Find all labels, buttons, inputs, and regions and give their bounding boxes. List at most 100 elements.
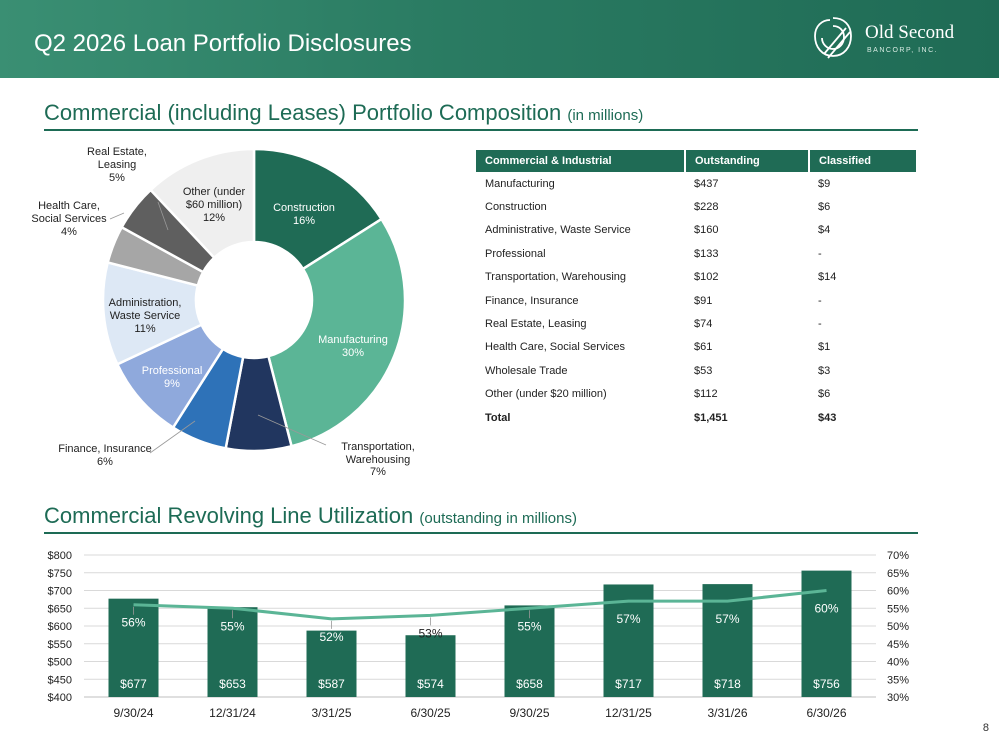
table-row: Manufacturing $437 $9	[476, 172, 916, 195]
bar-value-label: $658	[516, 677, 543, 691]
table-cell: $1	[818, 341, 831, 354]
donut-slice-1	[266, 217, 407, 448]
x-tick-label: 3/31/26	[707, 706, 747, 720]
table-cell: Other (under $20 million)	[485, 388, 607, 401]
line-value-label: 57%	[715, 612, 739, 626]
table-cell: $9	[818, 177, 831, 190]
table-cell: -	[818, 318, 822, 331]
line-value-label: 52%	[319, 630, 343, 644]
table-cell: Construction	[485, 201, 547, 214]
table-row: Wholesale Trade $53 $3	[476, 359, 916, 382]
table-cell: $133	[694, 247, 719, 260]
line-value-label: 55%	[517, 619, 541, 633]
table-cell: Finance, Insurance	[485, 294, 579, 307]
line-value-label: 57%	[616, 612, 640, 626]
column-header: Outstanding	[685, 150, 810, 172]
y2-tick-label: 60%	[887, 586, 909, 598]
table-cell: Total	[485, 411, 511, 424]
table-cell: $6	[818, 201, 831, 214]
leader-line-2	[109, 212, 125, 220]
table-row: Health Care, Social Services $61 $1	[476, 336, 916, 359]
leader-line-0	[257, 414, 327, 446]
bar-value-label: $677	[120, 677, 147, 691]
table-cell: Health Care, Social Services	[485, 341, 626, 354]
section-subtitle: (in millions)	[567, 107, 644, 124]
leader-line-3	[157, 201, 169, 231]
table-row: Other (under $20 million) $112 $6	[476, 383, 916, 406]
table-cell: Manufacturing	[485, 177, 555, 190]
utilization-line	[133, 589, 827, 621]
pie-label-value: 11%	[134, 323, 156, 335]
section-title-composition: Commercial (including Leases) Portfolio …	[44, 100, 643, 126]
page-number: 8	[982, 722, 989, 734]
bar	[702, 584, 753, 697]
pie-label-manufacturing: Manufacturing 30%	[318, 334, 388, 360]
pie-label-name: Professional	[141, 365, 203, 377]
table-cell: Transportation, Warehousing	[485, 271, 627, 284]
company-logo: Old Second BANCORP, INC.	[810, 14, 985, 66]
section-divider	[44, 129, 918, 131]
table-cell: $14	[818, 271, 837, 284]
y-tick-label: $800	[48, 550, 72, 562]
table-cell: $160	[694, 224, 719, 237]
bar-value-label: $718	[714, 677, 741, 691]
y-tick-label: $700	[48, 586, 72, 598]
y2-tick-label: 70%	[887, 550, 909, 562]
table-header-row: Commercial & Industrial Outstanding Clas…	[476, 150, 916, 172]
y-tick-label: $750	[48, 568, 72, 580]
y-tick-label: $550	[48, 639, 72, 651]
table-cell: $437	[694, 177, 719, 190]
y2-tick-label: 30%	[887, 692, 909, 704]
pie-label-value: 9%	[164, 378, 180, 390]
table-row: Administrative, Waste Service $160 $4	[476, 219, 916, 242]
table-total-row: Total $1,451 $43	[476, 406, 916, 429]
y2-tick-label: 45%	[887, 639, 909, 651]
bar	[306, 630, 357, 697]
column-header: Classified	[809, 150, 916, 172]
pie-label-name: Manufacturing	[318, 334, 388, 346]
table-cell: $61	[694, 341, 713, 354]
table-cell: Wholesale Trade	[485, 364, 568, 377]
section-title-text: Commercial (including Leases) Portfolio …	[44, 100, 562, 125]
bar-value-label: $653	[219, 677, 246, 691]
pie-label-other: Other (under $60 million) 12%	[182, 186, 246, 224]
table-cell: -	[818, 247, 822, 260]
line-value-label: 56%	[121, 616, 145, 630]
line-value-label: 53%	[418, 626, 442, 640]
pie-label-real-estate: Real Estate, Leasing 5%	[87, 146, 147, 184]
table-cell: $53	[694, 364, 713, 377]
bar-value-label: $574	[417, 677, 444, 691]
table-cell: $112	[694, 388, 718, 401]
y-tick-label: $400	[48, 692, 72, 704]
bar	[108, 598, 159, 697]
section-divider	[44, 532, 918, 534]
table-cell: $4	[818, 224, 831, 237]
y2-tick-label: 50%	[887, 621, 909, 633]
header-banner: Q2 2026 Loan Portfolio Disclosures Old S…	[0, 0, 999, 78]
x-tick-label: 6/30/25	[410, 706, 450, 720]
x-tick-label: 9/30/25	[509, 706, 549, 720]
y-tick-label: $600	[48, 621, 72, 633]
pie-label-finance: Finance, Insurance 6%	[58, 443, 152, 469]
bar	[405, 635, 456, 697]
table-row: Professional $133 -	[476, 242, 916, 265]
donut-slice-8	[148, 147, 256, 260]
pie-label-health-care: Health Care, Social Services 4%	[31, 200, 107, 238]
y-tick-label: $450	[48, 674, 72, 686]
table-cell: $102	[694, 271, 719, 284]
table-cell: $91	[694, 294, 713, 307]
bar-value-label: $717	[615, 677, 642, 691]
table-cell: $228	[694, 201, 719, 214]
y2-tick-label: 35%	[887, 674, 909, 686]
x-tick-label: 9/30/24	[113, 706, 153, 720]
line-value-label: 55%	[220, 619, 244, 633]
logo-mark-icon	[814, 17, 852, 59]
logo-name: Old Second	[865, 22, 955, 43]
logo-subtitle: BANCORP, INC.	[867, 47, 939, 54]
pie-label-administration: Administration, Waste Service 11%	[108, 297, 182, 335]
x-tick-label: 12/31/25	[605, 706, 652, 720]
pie-label-value: 6%	[97, 456, 113, 468]
table-cell: $1,451	[694, 411, 728, 424]
pie-label-transportation: Transportation, Warehousing 7%	[341, 441, 415, 478]
section-title-utilization: Commercial Revolving Line Utilization (o…	[44, 503, 577, 529]
